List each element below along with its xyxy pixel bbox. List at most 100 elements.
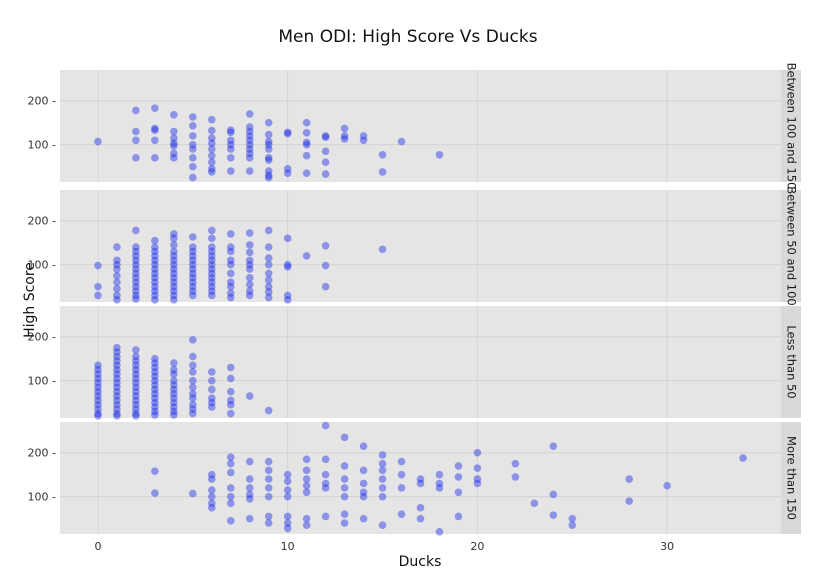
data-point (245, 136, 254, 145)
data-point (113, 396, 121, 405)
data-point (264, 475, 273, 483)
data-point (264, 484, 273, 492)
data-point (170, 403, 178, 411)
panel-background (60, 70, 781, 182)
data-point (132, 106, 140, 115)
data-point (170, 359, 178, 367)
data-point (151, 278, 159, 287)
data-point (549, 490, 558, 499)
data-point (416, 503, 425, 512)
data-point (189, 269, 197, 278)
data-point (245, 127, 254, 136)
data-point (226, 492, 235, 501)
data-point (207, 368, 216, 376)
data-point (226, 126, 235, 134)
data-point (189, 361, 197, 370)
data-point (113, 260, 121, 269)
data-point (151, 385, 159, 394)
data-point (189, 394, 197, 403)
data-point (245, 475, 254, 483)
data-point (245, 260, 254, 269)
data-point (264, 519, 273, 527)
data-point (302, 514, 311, 523)
data-point (132, 370, 140, 378)
data-point (132, 409, 140, 418)
data-point (245, 514, 254, 523)
data-point (189, 132, 197, 140)
panel-background (60, 422, 781, 534)
data-point (189, 162, 197, 171)
data-point (189, 278, 197, 287)
data-point (113, 296, 121, 304)
data-point (189, 265, 197, 273)
data-point (378, 466, 387, 475)
data-point (473, 448, 482, 457)
data-point (321, 147, 330, 156)
data-point (359, 492, 368, 501)
data-point (94, 409, 102, 418)
data-point (113, 405, 121, 414)
data-point (94, 379, 102, 387)
panel-background (60, 306, 781, 418)
data-point (302, 481, 311, 490)
data-point (207, 243, 216, 251)
data-point (283, 486, 292, 494)
data-point (113, 271, 121, 280)
data-point (132, 243, 140, 251)
data-point (151, 296, 159, 304)
data-point (321, 282, 330, 291)
chart-title: Men ODI: High Score Vs Ducks (278, 27, 537, 47)
data-point (283, 291, 292, 300)
data-point (207, 282, 216, 291)
x-tick-label: 20 (470, 540, 484, 553)
data-point (151, 282, 159, 291)
data-point (113, 383, 121, 392)
data-point (302, 521, 311, 530)
data-point (151, 256, 159, 265)
data-point (113, 291, 121, 300)
data-point (132, 295, 140, 303)
data-point (264, 276, 273, 284)
data-point (189, 256, 197, 265)
data-point (132, 265, 140, 273)
data-point (151, 236, 159, 245)
data-point (226, 269, 235, 278)
data-point (207, 287, 216, 295)
data-point (170, 291, 178, 300)
data-point (189, 405, 197, 414)
data-point (264, 254, 273, 262)
data-point (264, 288, 273, 296)
data-point (189, 291, 197, 300)
y-tick-label: 100 - (28, 491, 56, 504)
data-point (378, 150, 387, 159)
data-point (132, 396, 140, 405)
data-point (189, 409, 197, 418)
y-tick-label: 200 - (28, 95, 56, 108)
data-point (245, 287, 254, 295)
data-point (207, 260, 216, 269)
data-point (302, 466, 311, 475)
data-point (435, 528, 444, 536)
data-point (226, 387, 235, 396)
data-point (226, 374, 235, 383)
data-point (397, 510, 406, 519)
data-point (170, 390, 178, 398)
data-point (321, 261, 330, 270)
data-point (113, 278, 121, 287)
data-point (245, 229, 254, 237)
data-point (302, 118, 311, 127)
data-point (132, 405, 140, 414)
data-point (454, 488, 463, 497)
data-point (207, 265, 216, 273)
data-point (170, 241, 178, 249)
data-point (340, 135, 349, 143)
data-point (245, 274, 254, 282)
facet-strip (781, 70, 801, 182)
data-point (226, 401, 235, 409)
facet-panel: 100 - 200 - Between 100 and 150 (28, 63, 801, 189)
data-point (132, 127, 140, 136)
data-point (113, 401, 121, 409)
data-point (151, 368, 159, 376)
data-point (226, 468, 235, 477)
data-point (170, 234, 178, 243)
